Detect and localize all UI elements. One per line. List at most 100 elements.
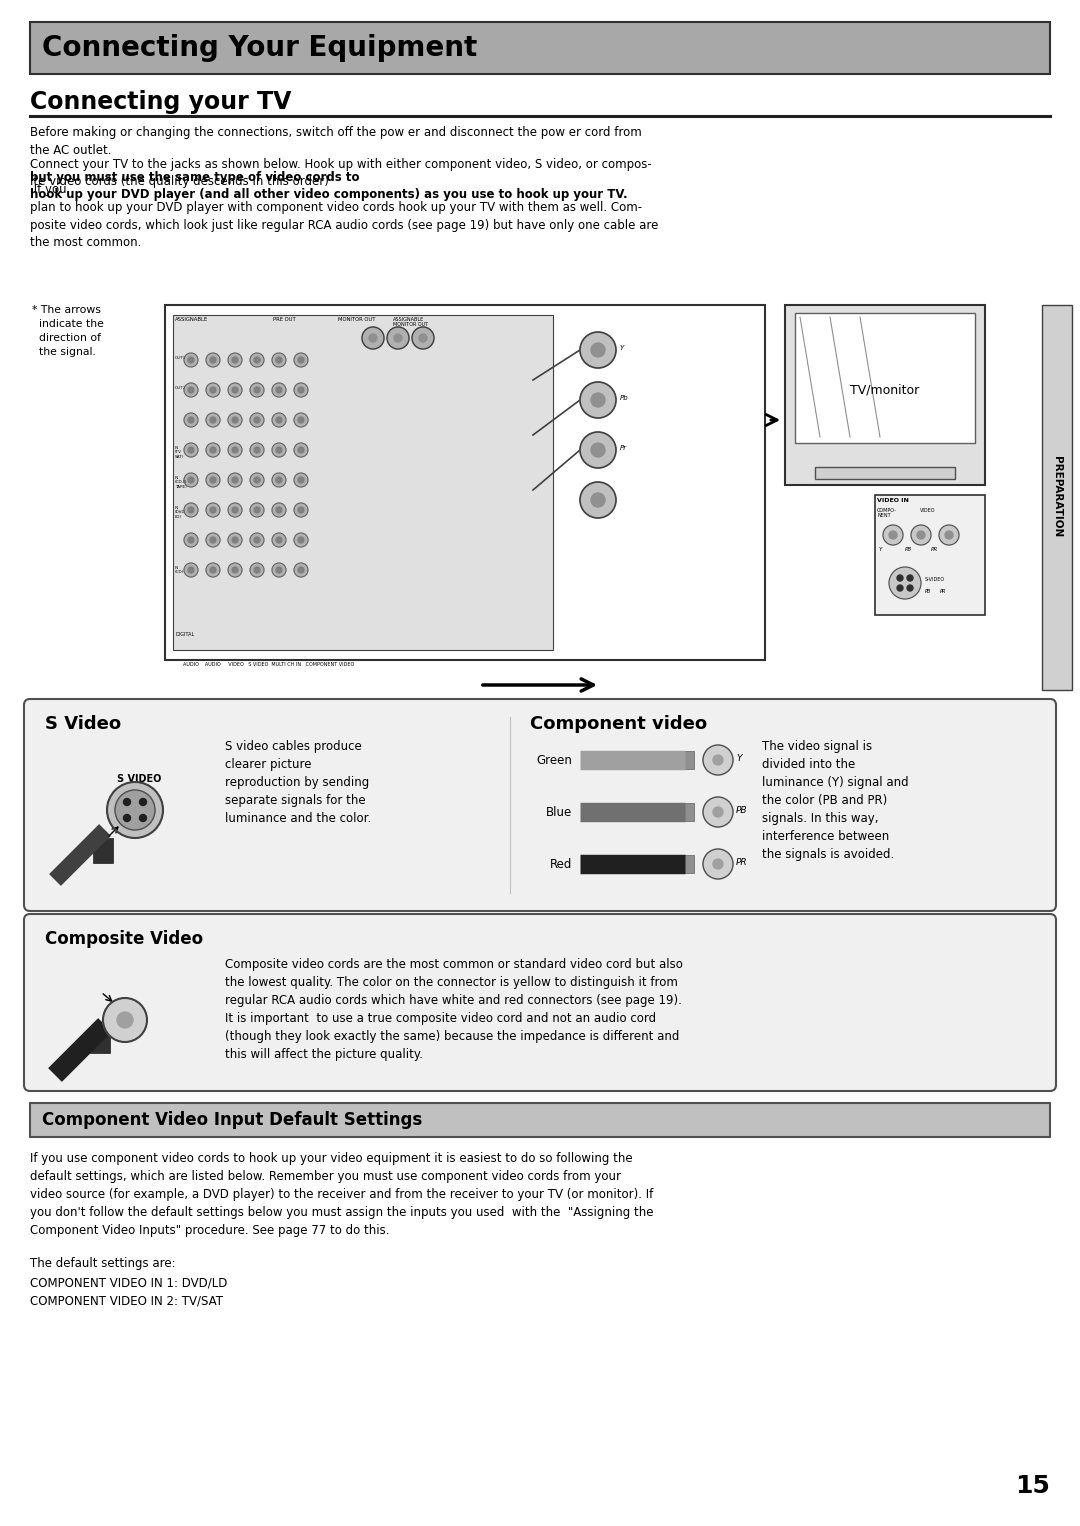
Circle shape	[298, 568, 303, 572]
Circle shape	[103, 998, 147, 1042]
Text: Blue: Blue	[545, 806, 572, 818]
Circle shape	[294, 533, 308, 546]
Text: Y: Y	[735, 754, 742, 763]
Text: ASSIGNABLE
MONITOR OUT: ASSIGNABLE MONITOR OUT	[393, 317, 428, 328]
Text: PB: PB	[905, 546, 913, 552]
Text: VIDEO IN: VIDEO IN	[877, 497, 909, 504]
Text: Composite Video: Composite Video	[45, 929, 203, 948]
Text: Y: Y	[879, 546, 882, 552]
Circle shape	[272, 353, 286, 366]
Circle shape	[184, 533, 198, 546]
Text: PR: PR	[931, 546, 939, 552]
Circle shape	[713, 859, 723, 868]
Circle shape	[228, 353, 242, 366]
Circle shape	[276, 537, 282, 543]
Text: PB: PB	[924, 589, 931, 594]
Circle shape	[249, 443, 264, 456]
Circle shape	[254, 537, 260, 543]
Circle shape	[210, 568, 216, 572]
Circle shape	[249, 353, 264, 366]
Circle shape	[188, 357, 194, 363]
Text: COMPO-
NENT: COMPO- NENT	[877, 508, 896, 519]
Circle shape	[188, 568, 194, 572]
Text: Before making or changing the connections, switch off the pow er and disconnect : Before making or changing the connection…	[30, 127, 642, 157]
Text: MONITOR OUT: MONITOR OUT	[338, 317, 376, 322]
Text: S Video: S Video	[45, 716, 121, 732]
Circle shape	[228, 504, 242, 517]
Circle shape	[713, 755, 723, 765]
Circle shape	[184, 353, 198, 366]
Circle shape	[713, 807, 723, 816]
Circle shape	[123, 798, 131, 806]
Bar	[93, 838, 113, 864]
Circle shape	[591, 493, 605, 507]
Circle shape	[249, 563, 264, 577]
Circle shape	[411, 327, 434, 349]
Bar	[173, 314, 553, 650]
Circle shape	[254, 388, 260, 394]
Circle shape	[591, 343, 605, 357]
Circle shape	[294, 563, 308, 577]
Text: OUT1: OUT1	[175, 356, 186, 360]
Circle shape	[228, 563, 242, 577]
Circle shape	[580, 333, 616, 368]
Circle shape	[298, 447, 303, 453]
Text: PRE OUT: PRE OUT	[273, 317, 296, 322]
Circle shape	[210, 388, 216, 394]
Circle shape	[294, 504, 308, 517]
Text: Component Video Input Default Settings: Component Video Input Default Settings	[42, 1111, 422, 1129]
Bar	[785, 305, 985, 485]
Circle shape	[210, 507, 216, 513]
Text: S VIDEO: S VIDEO	[117, 774, 161, 784]
Circle shape	[228, 533, 242, 546]
Bar	[815, 467, 955, 479]
FancyBboxPatch shape	[24, 914, 1056, 1091]
Circle shape	[184, 473, 198, 487]
Circle shape	[394, 334, 402, 342]
Circle shape	[232, 388, 238, 394]
Text: Red: Red	[550, 858, 572, 870]
Text: Pr: Pr	[620, 446, 627, 452]
Circle shape	[206, 473, 220, 487]
Circle shape	[206, 414, 220, 427]
Circle shape	[228, 473, 242, 487]
Text: VIDEO: VIDEO	[920, 508, 935, 513]
Text: Pb: Pb	[620, 395, 629, 401]
Circle shape	[703, 797, 733, 827]
Circle shape	[232, 447, 238, 453]
Text: but you must use the same type of video cords to
hook up your DVD player (and al: but you must use the same type of video …	[30, 171, 627, 201]
Text: The default settings are:: The default settings are:	[30, 1257, 176, 1270]
Bar	[30, 1103, 1050, 1137]
Text: * The arrows
  indicate the
  direction of
  the signal.: * The arrows indicate the direction of t…	[32, 305, 104, 357]
Circle shape	[298, 388, 303, 394]
Bar	[90, 1029, 110, 1053]
Circle shape	[580, 382, 616, 418]
Circle shape	[897, 584, 903, 591]
Circle shape	[184, 443, 198, 456]
Text: If you
plan to hook up your DVD player with component video cords hook up your T: If you plan to hook up your DVD player w…	[30, 183, 659, 249]
Bar	[1042, 305, 1072, 690]
Circle shape	[188, 388, 194, 394]
Circle shape	[272, 504, 286, 517]
Bar	[795, 313, 975, 443]
Text: 15: 15	[1015, 1474, 1050, 1499]
Circle shape	[387, 327, 409, 349]
Circle shape	[232, 357, 238, 363]
Circle shape	[254, 507, 260, 513]
Circle shape	[907, 575, 913, 581]
Circle shape	[945, 531, 953, 539]
Circle shape	[210, 478, 216, 484]
Text: Composite video cords are the most common or standard video cord but also
the lo: Composite video cords are the most commo…	[225, 958, 683, 1061]
Circle shape	[591, 443, 605, 456]
Circle shape	[254, 568, 260, 572]
Circle shape	[294, 473, 308, 487]
Circle shape	[232, 568, 238, 572]
Text: TV/monitor: TV/monitor	[850, 383, 920, 397]
Circle shape	[298, 357, 303, 363]
Circle shape	[276, 388, 282, 394]
Circle shape	[889, 531, 897, 539]
Circle shape	[276, 447, 282, 453]
Circle shape	[206, 383, 220, 397]
Circle shape	[294, 443, 308, 456]
Text: PB: PB	[735, 806, 747, 815]
